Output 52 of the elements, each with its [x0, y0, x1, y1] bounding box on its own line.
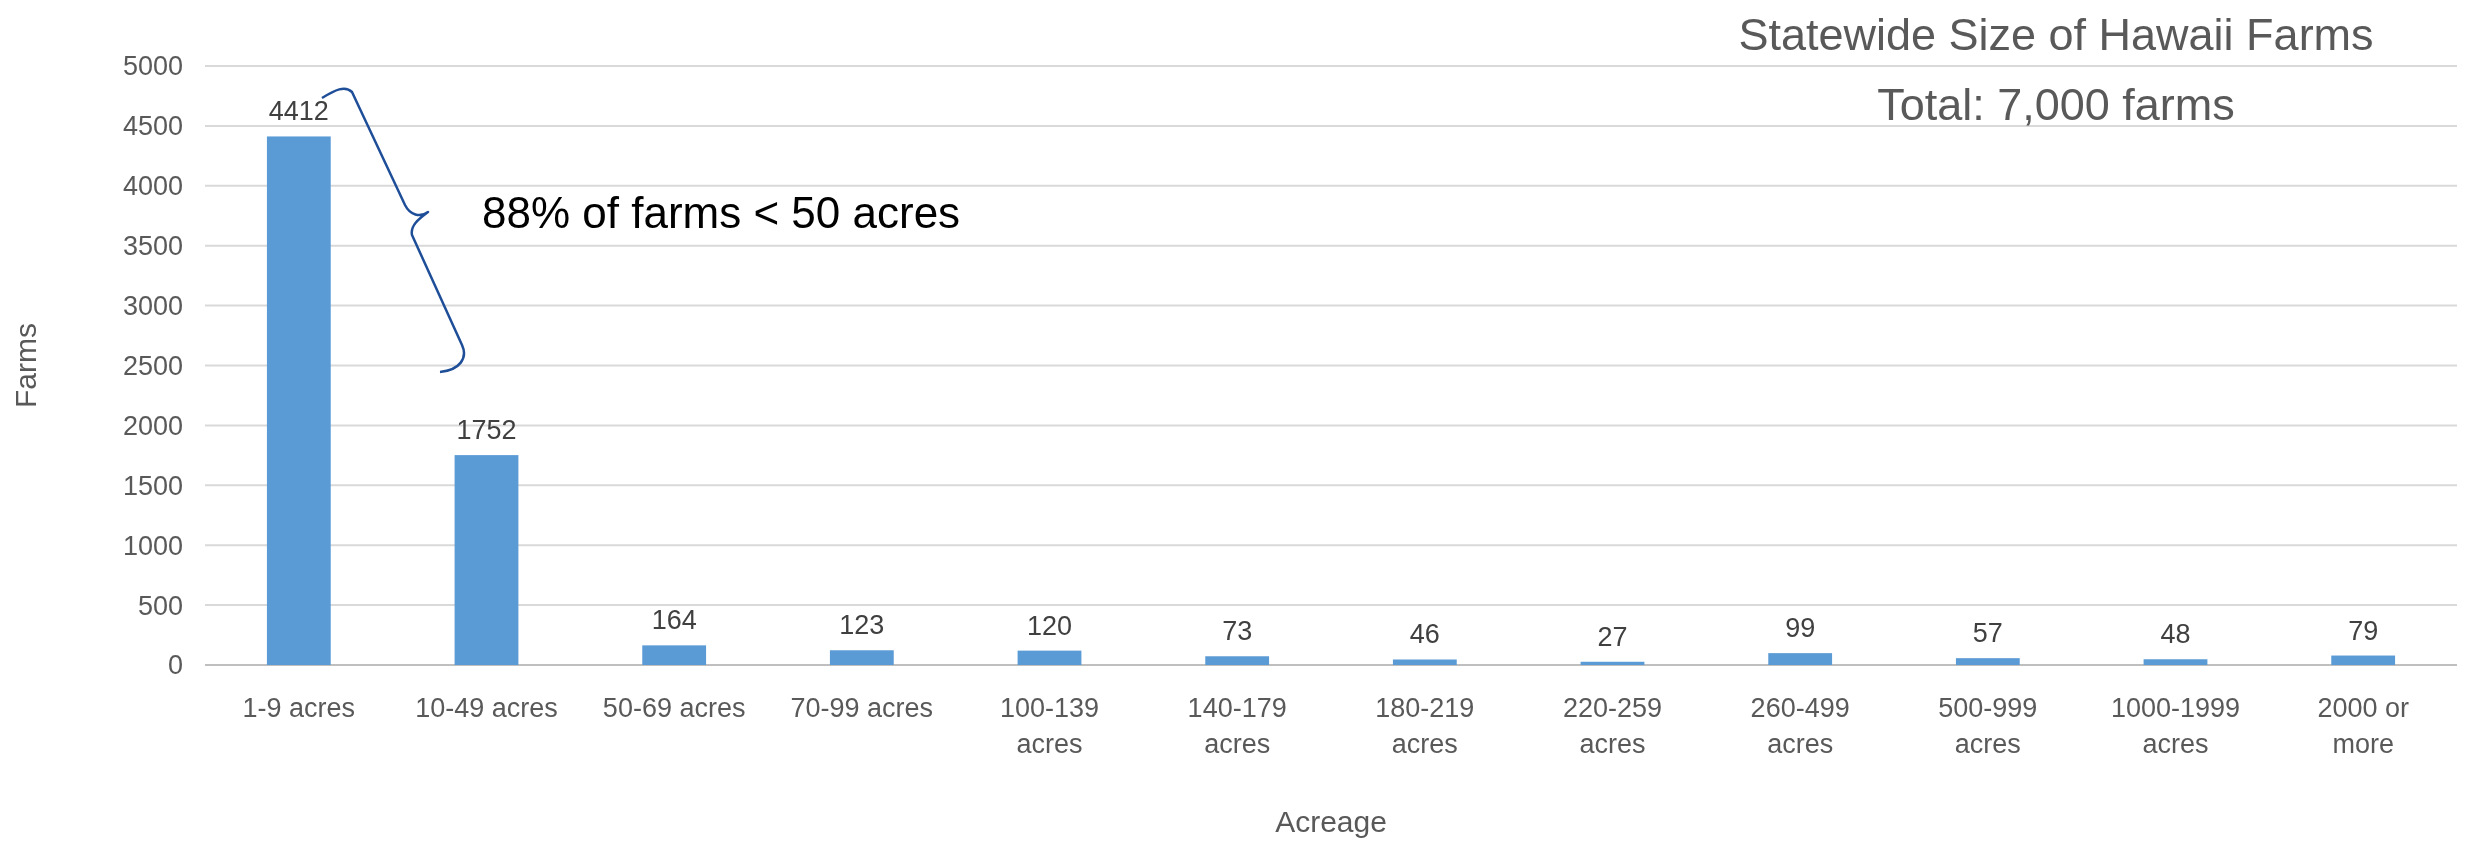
y-tick-label: 4000 [122, 171, 183, 202]
data-label: 27 [1597, 621, 1628, 652]
bar [642, 645, 707, 665]
x-tick-label: 220-259 acres [1562, 693, 1663, 759]
y-tick-label: 2000 [122, 410, 183, 441]
data-label: 123 [839, 610, 885, 641]
x-tick-label: 70-99 acres [790, 693, 934, 723]
data-label: 99 [1785, 613, 1816, 644]
x-tick-label: 2000 or more [2317, 693, 2409, 759]
data-label: 4412 [268, 96, 329, 127]
bar [1205, 656, 1270, 665]
x-tick-label: 140-179 acres [1187, 693, 1287, 759]
bar [1955, 658, 2020, 665]
chart-subtitle: Total: 7,000 farms [1877, 79, 2235, 130]
x-tick-label: 10-49 acres [415, 693, 558, 723]
y-axis-title: Farms [9, 323, 42, 408]
annotation: 88% of farms < 50 acres [482, 188, 961, 237]
chart-title: Statewide Size of Hawaii Farms [1738, 9, 2374, 60]
x-tick-label: 180-219 acres [1375, 693, 1475, 759]
y-tick-label: 2500 [122, 350, 183, 381]
x-tick-label: 1000-1999 acres [2110, 693, 2241, 759]
bar [2331, 655, 2396, 665]
x-tick-label: 100-139 acres [999, 693, 1100, 759]
data-label: 57 [1972, 618, 2003, 649]
y-tick-label: 4500 [122, 111, 183, 142]
data-label: 48 [2160, 619, 2191, 650]
bar [829, 650, 894, 665]
x-tick-label: 50-69 acres [602, 693, 746, 723]
bar [2143, 659, 2208, 665]
y-tick-label: 0 [167, 650, 183, 681]
bar [1017, 650, 1082, 665]
bar [1392, 659, 1457, 665]
x-tick-label: 260-499 acres [1750, 693, 1850, 759]
y-tick-label: 1500 [122, 470, 183, 501]
data-label: 164 [651, 605, 697, 636]
data-label: 1752 [456, 415, 517, 446]
bar [266, 136, 331, 665]
y-tick-label: 3500 [122, 231, 183, 262]
y-tick-label: 1000 [122, 530, 183, 561]
bar [454, 455, 519, 665]
bar [1580, 661, 1645, 665]
x-axis-title: Acreage [1275, 805, 1387, 838]
data-label: 73 [1222, 616, 1253, 647]
data-label: 120 [1026, 610, 1073, 641]
x-tick-label: 500-999 acres [1938, 693, 2038, 759]
y-tick-label: 3000 [122, 291, 183, 322]
data-label: 79 [2348, 615, 2379, 646]
y-tick-label: 5000 [122, 51, 183, 82]
x-tick-label: 1-9 acres [242, 693, 356, 723]
y-tick-label: 500 [137, 590, 183, 621]
bar [1768, 653, 1833, 665]
data-label: 46 [1409, 619, 1440, 650]
